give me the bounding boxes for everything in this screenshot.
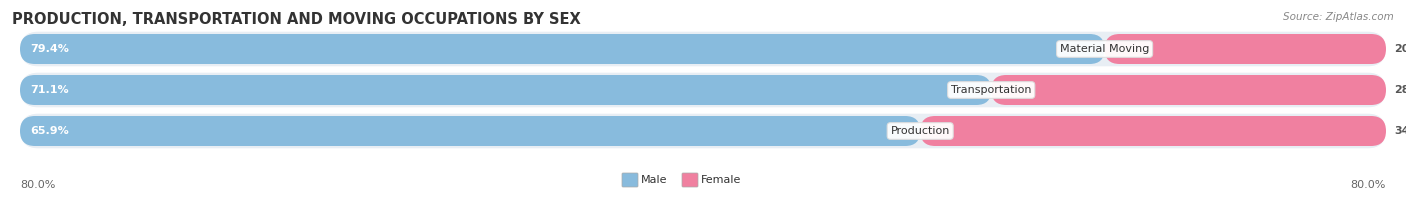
Text: PRODUCTION, TRANSPORTATION AND MOVING OCCUPATIONS BY SEX: PRODUCTION, TRANSPORTATION AND MOVING OC…	[13, 12, 581, 27]
Text: 80.0%: 80.0%	[1351, 180, 1386, 190]
Text: 71.1%: 71.1%	[30, 85, 69, 95]
FancyBboxPatch shape	[20, 34, 1105, 64]
Text: 80.0%: 80.0%	[20, 180, 55, 190]
FancyBboxPatch shape	[920, 116, 1386, 146]
Text: Female: Female	[702, 175, 741, 185]
Text: Transportation: Transportation	[950, 85, 1032, 95]
Text: 28.9%: 28.9%	[1393, 85, 1406, 95]
FancyBboxPatch shape	[682, 173, 697, 187]
Text: 65.9%: 65.9%	[30, 126, 69, 136]
FancyBboxPatch shape	[991, 75, 1386, 105]
FancyBboxPatch shape	[1105, 34, 1386, 64]
FancyBboxPatch shape	[20, 113, 1386, 149]
Text: Material Moving: Material Moving	[1060, 44, 1149, 54]
FancyBboxPatch shape	[20, 75, 991, 105]
FancyBboxPatch shape	[20, 116, 920, 146]
Text: Source: ZipAtlas.com: Source: ZipAtlas.com	[1284, 12, 1393, 22]
Text: 79.4%: 79.4%	[30, 44, 69, 54]
Text: Male: Male	[641, 175, 668, 185]
Text: Production: Production	[890, 126, 950, 136]
Text: 20.6%: 20.6%	[1393, 44, 1406, 54]
FancyBboxPatch shape	[20, 72, 1386, 108]
Text: 34.1%: 34.1%	[1393, 126, 1406, 136]
FancyBboxPatch shape	[20, 31, 1386, 67]
FancyBboxPatch shape	[621, 173, 638, 187]
